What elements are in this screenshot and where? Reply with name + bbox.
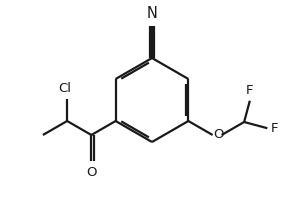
- Text: F: F: [246, 84, 253, 97]
- Text: O: O: [214, 128, 224, 141]
- Text: N: N: [147, 6, 158, 21]
- Text: F: F: [270, 122, 278, 135]
- Text: O: O: [86, 166, 97, 179]
- Text: Cl: Cl: [59, 82, 72, 95]
